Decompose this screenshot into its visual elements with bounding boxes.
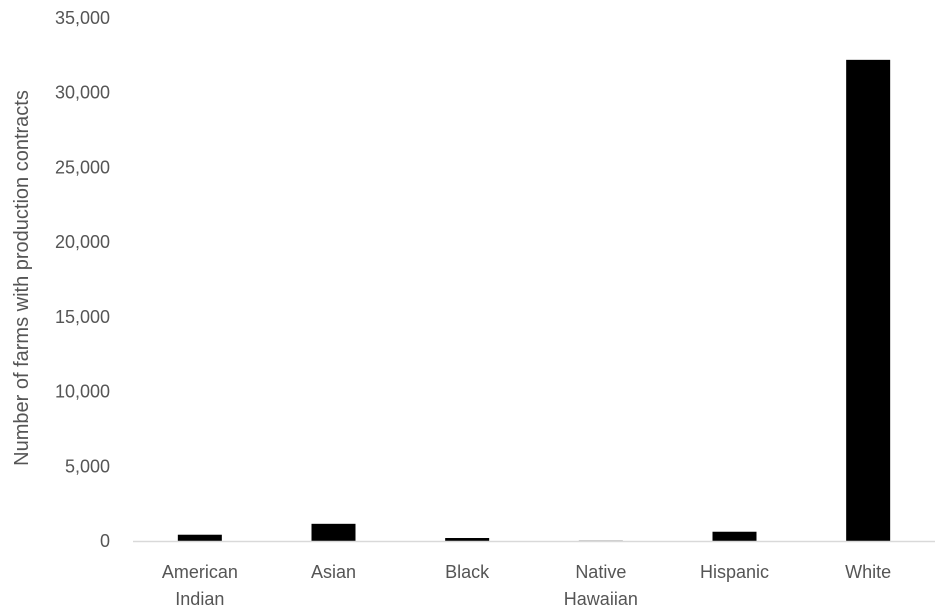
bar (445, 538, 490, 541)
x-tick-label: Native Hawaiian (564, 562, 638, 609)
x-tick-label: American Indian (162, 562, 238, 609)
x-tick-label-line: Indian (175, 589, 224, 609)
x-tick-label-line: Asian (311, 562, 356, 582)
x-axis: American Indian Asian Black Native Hawaiian Hi… (162, 562, 891, 609)
y-axis-title: Number of farms with production contract… (11, 90, 33, 466)
x-tick-label: Asian (311, 562, 356, 582)
bars-group (177, 59, 891, 542)
x-tick-label-line: Black (445, 562, 490, 582)
y-tick-label: 35,000 (55, 8, 110, 28)
y-tick-label: 25,000 (55, 157, 110, 177)
bar (311, 523, 356, 541)
y-tick-label: 30,000 (55, 83, 110, 103)
bar (177, 534, 222, 541)
x-tick-label: White (845, 562, 891, 582)
x-tick-label-line: Hispanic (700, 562, 769, 582)
x-tick-label-line: Hawaiian (564, 589, 638, 609)
y-tick-label: 0 (100, 531, 110, 551)
bar (712, 531, 757, 541)
y-axis: 0 5,000 10,000 15,000 20,000 25,000 30,000 35,0… (55, 8, 110, 551)
y-tick-label: 15,000 (55, 307, 110, 327)
y-tick-label: 5,000 (65, 456, 110, 476)
x-tick-label-line: White (845, 562, 891, 582)
x-tick-label-line: American (162, 562, 238, 582)
x-tick-label: Black (445, 562, 490, 582)
y-tick-label: 20,000 (55, 232, 110, 252)
x-tick-label: Hispanic (700, 562, 769, 582)
bar (846, 59, 891, 542)
x-tick-label-line: Native (575, 562, 626, 582)
y-tick-label: 10,000 (55, 382, 110, 402)
